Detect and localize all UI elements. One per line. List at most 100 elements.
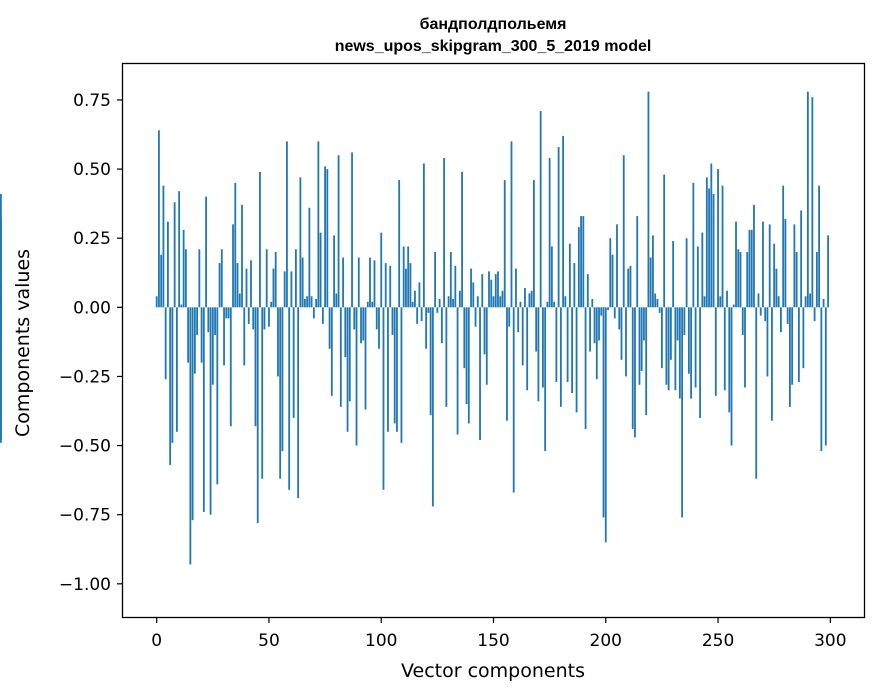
bar — [701, 232, 704, 308]
x-tick-label: 200 — [590, 631, 622, 651]
bar — [449, 252, 452, 308]
bar — [250, 260, 252, 308]
bar — [351, 152, 353, 308]
bar — [665, 307, 668, 385]
bar — [470, 268, 472, 308]
y-tick-label: −1.00 — [59, 575, 111, 595]
bar — [714, 307, 717, 396]
bar — [333, 235, 335, 308]
bar — [824, 307, 827, 446]
bar — [586, 274, 589, 308]
bar — [640, 307, 643, 371]
bar — [303, 299, 306, 308]
bar — [202, 307, 205, 512]
bar — [263, 307, 266, 330]
bar — [658, 307, 661, 313]
bar — [806, 91, 809, 308]
bar — [827, 235, 829, 308]
bar — [510, 141, 513, 308]
bar — [813, 307, 816, 322]
bar — [216, 307, 219, 485]
bar — [548, 158, 551, 308]
bar — [678, 307, 681, 399]
bar — [708, 188, 710, 308]
y-tick-label: 0.50 — [73, 160, 111, 180]
bar — [535, 307, 538, 352]
bar — [299, 177, 302, 308]
bar — [187, 307, 190, 363]
bar — [669, 307, 672, 360]
bar — [454, 265, 457, 308]
bar — [205, 196, 207, 308]
bar — [393, 307, 396, 424]
bar — [324, 166, 326, 308]
bar — [800, 210, 803, 308]
bar — [530, 290, 533, 308]
bar — [261, 307, 264, 479]
bar — [445, 307, 448, 407]
bar — [308, 207, 311, 308]
bar — [546, 301, 549, 308]
bar — [690, 307, 692, 399]
bar — [369, 257, 371, 308]
bar — [344, 307, 347, 358]
bar — [517, 307, 520, 333]
bar — [0, 307, 2, 441]
bar — [584, 307, 587, 429]
bar — [553, 301, 556, 308]
bar — [631, 307, 634, 429]
bar — [387, 307, 389, 432]
bar — [443, 158, 445, 308]
bar — [604, 307, 607, 543]
bar — [414, 290, 416, 308]
bar — [220, 249, 223, 308]
bar — [380, 232, 383, 308]
bar — [822, 299, 825, 308]
bar — [656, 299, 659, 308]
bar — [730, 307, 733, 446]
bar-series — [0, 91, 829, 565]
y-tick-label: 0.25 — [73, 229, 111, 249]
bar — [616, 224, 618, 308]
bar — [326, 169, 329, 308]
bar — [647, 91, 650, 308]
bar — [705, 177, 708, 308]
bar — [634, 307, 636, 438]
bar — [422, 163, 425, 308]
bar — [268, 307, 270, 327]
bar — [719, 296, 722, 308]
bar — [694, 307, 697, 388]
y-axis-ticks: −1.00 −0.75 −0.50 −0.25 0.00 0.25 0.50 0.75 — [59, 91, 123, 595]
bar — [645, 307, 648, 416]
bar — [692, 182, 695, 308]
bar — [467, 307, 470, 424]
bar — [557, 146, 560, 308]
bar — [456, 307, 459, 435]
y-tick-label: 0.00 — [73, 298, 111, 318]
bar — [167, 221, 169, 308]
bar — [737, 249, 740, 308]
bar — [519, 301, 522, 308]
bar — [364, 307, 367, 410]
bar — [600, 307, 603, 316]
bar — [741, 307, 744, 335]
bar — [431, 307, 434, 507]
bar — [434, 252, 437, 308]
bar — [384, 263, 387, 308]
bar — [391, 307, 394, 335]
bar — [723, 307, 726, 391]
bar — [389, 265, 392, 308]
x-tick-label: 0 — [151, 631, 162, 651]
bar — [762, 221, 764, 308]
bar — [234, 182, 237, 308]
bar — [564, 296, 567, 308]
bar — [425, 307, 428, 349]
bar — [542, 307, 544, 388]
bar — [382, 307, 385, 490]
bar — [577, 227, 580, 308]
bar — [613, 307, 616, 319]
bar — [717, 169, 719, 308]
bar — [378, 307, 380, 349]
